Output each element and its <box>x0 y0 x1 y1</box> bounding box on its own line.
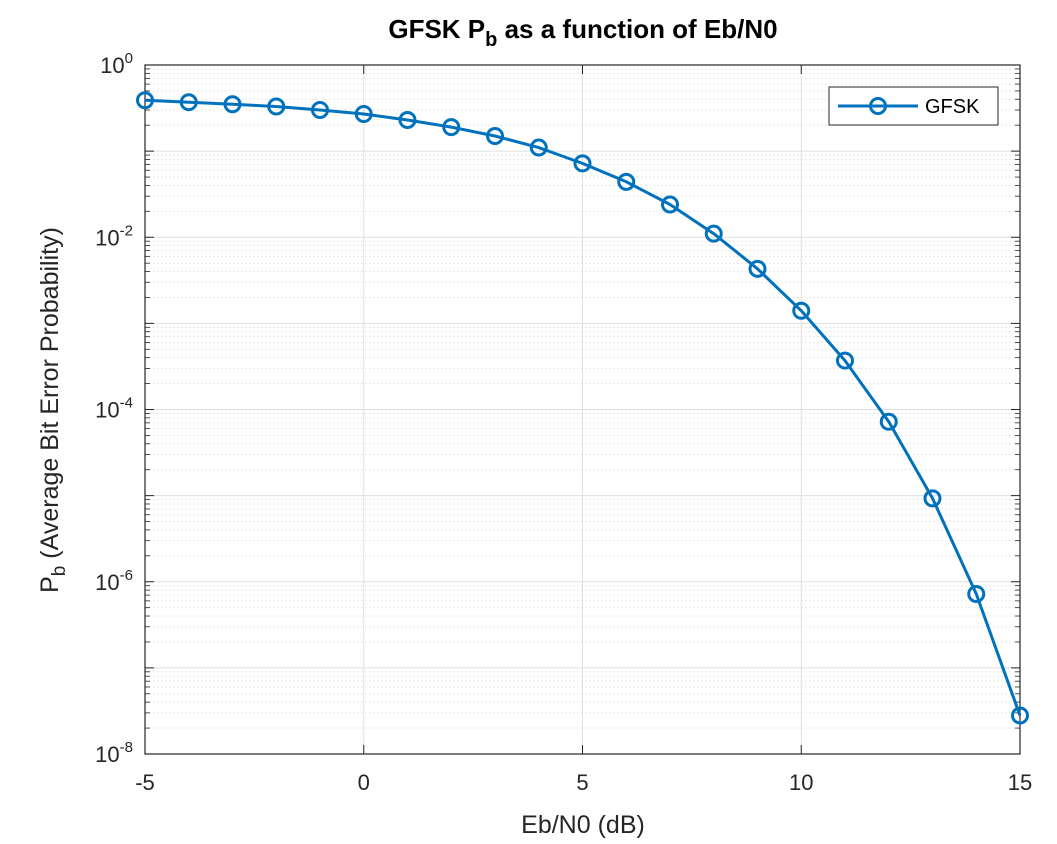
y-axis-label: Pb (Average Bit Error Probability) <box>36 227 70 593</box>
y-tick-label: 10-4 <box>95 395 133 423</box>
data-point <box>967 585 986 604</box>
x-axis-label: Eb/N0 (dB) <box>521 811 645 839</box>
data-point <box>267 97 286 116</box>
data-point <box>529 138 548 157</box>
data-point <box>923 489 942 508</box>
data-point <box>661 195 679 214</box>
data-point <box>442 118 461 137</box>
data-point <box>836 351 854 370</box>
data-point <box>617 172 636 191</box>
data-point <box>1011 706 1029 725</box>
x-tick-label: 15 <box>1008 770 1032 795</box>
data-point <box>354 104 373 123</box>
data-point <box>398 110 417 129</box>
data-point <box>748 259 767 278</box>
series-layer <box>136 91 1029 725</box>
data-point <box>311 101 329 120</box>
y-tick-labels: 100 10-2 10-4 10-6 10-8 <box>95 50 133 767</box>
x-tick-label: 5 <box>576 770 588 795</box>
data-point <box>223 95 242 114</box>
data-point <box>136 91 154 110</box>
x-tick-label: 10 <box>789 770 813 795</box>
x-tick-labels: -5 0 5 10 15 <box>135 770 1032 795</box>
legend-marker <box>869 97 887 115</box>
y-tick-label: 10-6 <box>95 567 133 595</box>
y-tick-label: 10-8 <box>95 739 133 767</box>
data-point <box>704 224 723 243</box>
data-point <box>179 93 198 112</box>
data-point <box>486 126 504 145</box>
x-tick-label: 0 <box>358 770 370 795</box>
data-point <box>792 301 811 320</box>
y-tick-label: 100 <box>100 50 133 78</box>
legend-label: GFSK <box>925 96 980 118</box>
x-tick-label: -5 <box>135 770 155 795</box>
series-line-gfsk <box>144 98 1022 717</box>
data-point <box>573 154 592 173</box>
legend: GFSK <box>828 86 999 126</box>
chart-title: GFSK Pb as a function of Eb/N0 <box>388 14 777 51</box>
y-tick-label: 10-2 <box>95 222 133 250</box>
data-point <box>879 412 898 431</box>
